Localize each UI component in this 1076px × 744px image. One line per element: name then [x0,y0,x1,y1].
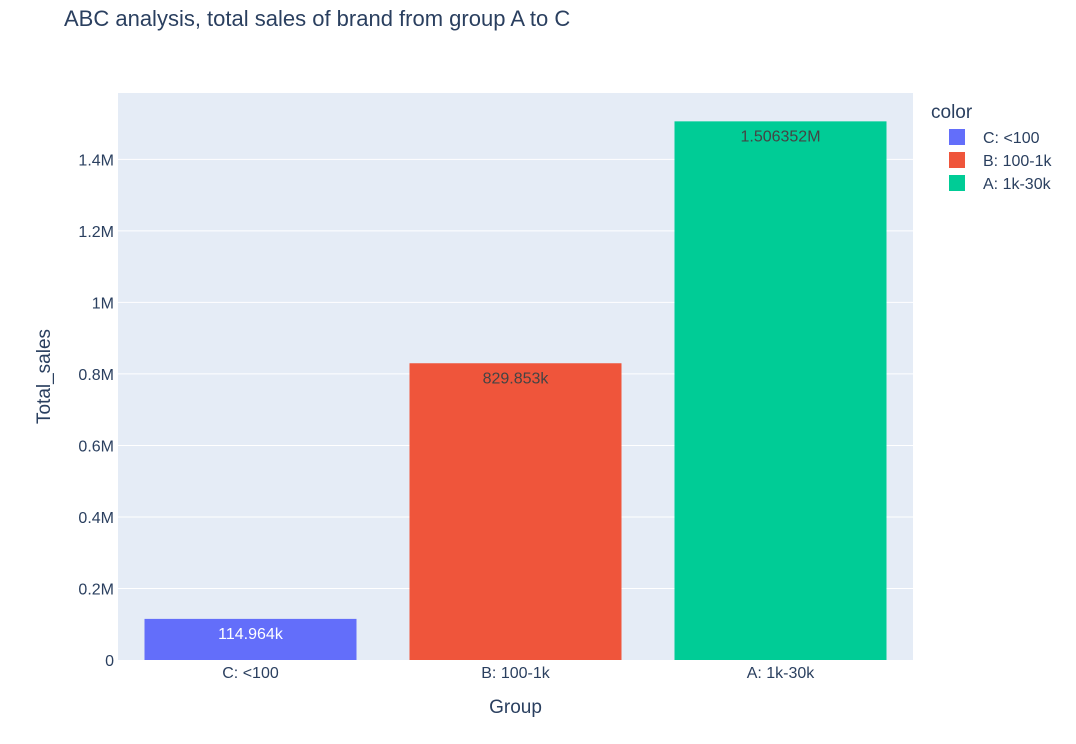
legend-swatch[interactable] [949,152,965,168]
bar-value-label: 114.964k [218,626,284,643]
y-tick-label: 1.4M [78,152,114,169]
x-axis-title: Group [489,697,542,718]
legend-swatch[interactable] [949,129,965,145]
x-tick-label: B: 100-1k [481,665,550,682]
y-axis-title: Total_sales [34,329,55,424]
legend-entry-label[interactable]: B: 100-1k [983,153,1052,170]
chart-title: ABC analysis, total sales of brand from … [64,6,570,31]
x-tick-label: C: <100 [222,665,279,682]
x-tick-labels: C: <100 B: 100-1k A: 1k-30k [222,665,815,682]
y-tick-label: 1.2M [78,224,114,241]
y-tick-label: 0.6M [78,438,114,455]
legend-entry-label[interactable]: C: <100 [983,130,1040,147]
bar-value-label: 829.853k [483,370,550,387]
y-tick-label: 0.2M [78,581,114,598]
bar[interactable] [409,363,622,660]
legend-title: color [931,102,973,123]
bars: 114.964k 829.853k 1.506352M [144,121,887,661]
y-tick-labels: 0 0.2M 0.4M 0.6M 0.8M 1M 1.2M 1.4M [78,152,114,670]
y-tick-label: 1M [92,295,114,312]
y-tick-label: 0 [105,653,114,670]
bar[interactable] [674,121,887,661]
legend-entry-label[interactable]: A: 1k-30k [983,176,1052,193]
legend-swatch[interactable] [949,175,965,191]
legend: color C: <100 B: 100-1k A: 1k-30k [931,102,1052,193]
bar-value-label: 1.506352M [740,128,820,145]
x-tick-label: A: 1k-30k [747,665,816,682]
y-tick-label: 0.8M [78,367,114,384]
y-tick-label: 0.4M [78,510,114,527]
bar[interactable] [144,618,357,660]
